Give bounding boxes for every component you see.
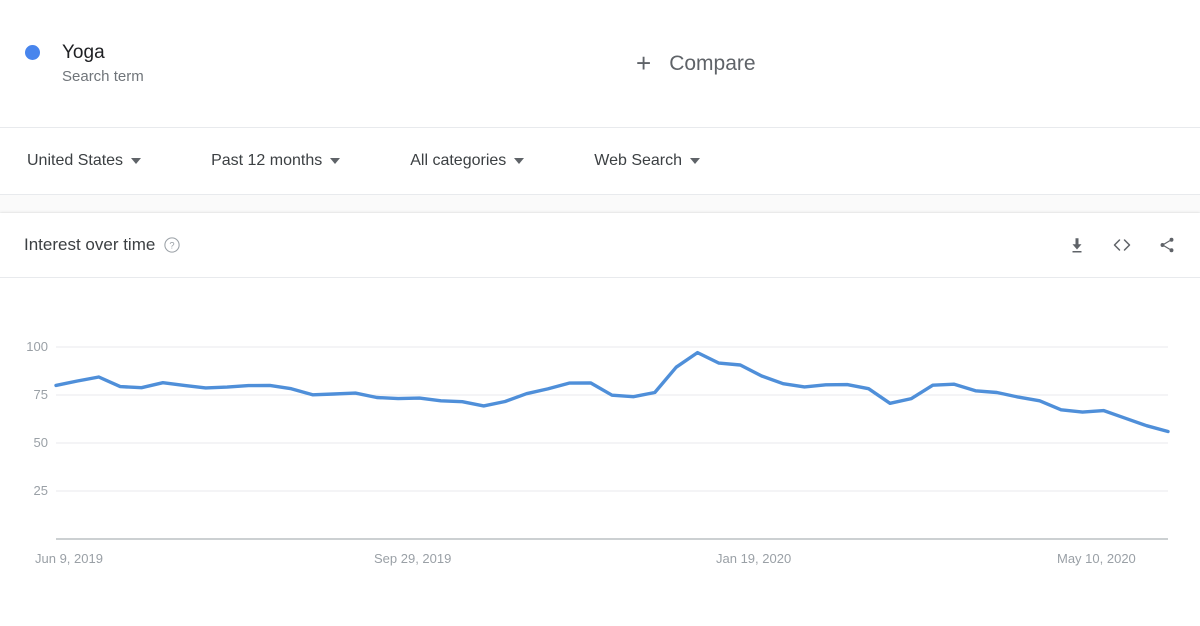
svg-text:100: 100 xyxy=(26,339,48,354)
svg-text:50: 50 xyxy=(34,435,48,450)
svg-text:May 10, 2020: May 10, 2020 xyxy=(1057,551,1136,566)
svg-text:75: 75 xyxy=(34,387,48,402)
svg-text:25: 25 xyxy=(34,483,48,498)
svg-text:Jan 19, 2020: Jan 19, 2020 xyxy=(716,551,791,566)
svg-text:?: ? xyxy=(170,240,175,250)
svg-text:Sep 29, 2019: Sep 29, 2019 xyxy=(374,551,451,566)
svg-text:Jun 9, 2019: Jun 9, 2019 xyxy=(35,551,103,566)
